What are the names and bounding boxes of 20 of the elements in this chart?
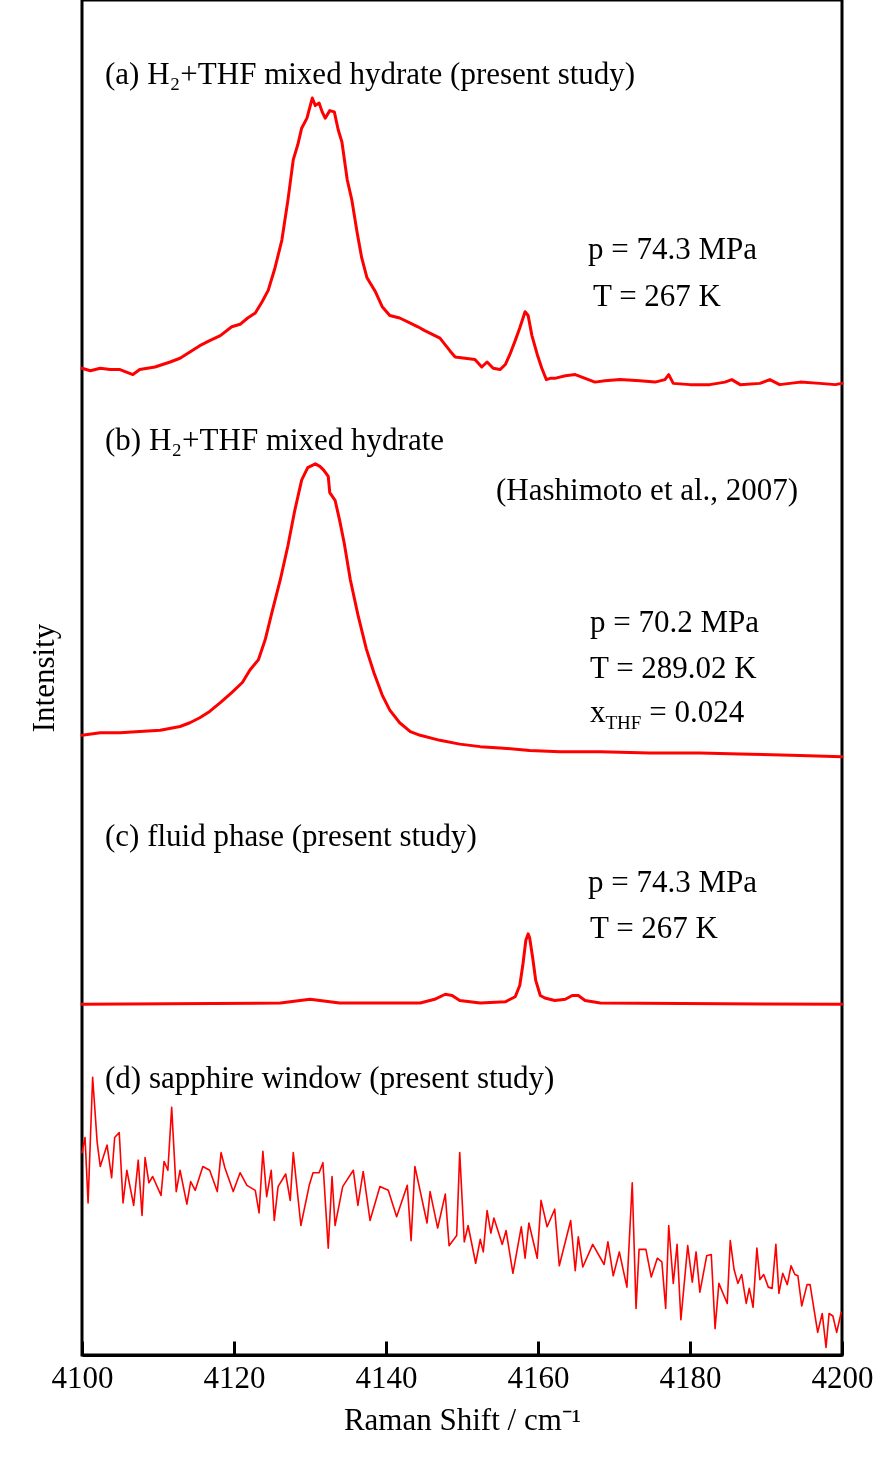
annotation: (d) sapphire window (present study) <box>105 1060 555 1095</box>
y-axis-title: Intensity <box>25 623 61 733</box>
x-tick-label: 4160 <box>507 1359 570 1395</box>
x-tick-label: 4140 <box>355 1359 418 1395</box>
x-tick-label: 4120 <box>203 1359 266 1395</box>
annotation: T = 289.02 K <box>590 650 757 685</box>
annotation: T = 267 K <box>593 278 721 313</box>
annotation: p = 70.2 MPa <box>590 604 760 639</box>
x-tick-label: 4100 <box>51 1359 114 1395</box>
annotation: (Hashimoto et al., 2007) <box>496 472 799 507</box>
annotation: (b) H₂+THF mixed hydrate <box>105 422 445 457</box>
x-axis-title: Raman Shift / cm⁻¹ <box>343 1401 582 1437</box>
x-tick-label: 4200 <box>811 1359 874 1395</box>
annotation: T = 267 K <box>590 910 718 945</box>
annotation: p = 74.3 MPa <box>588 231 758 266</box>
text: (a) H₂+THF mixed hydrate (present study) <box>105 56 636 91</box>
annotation: (c) fluid phase (present study) <box>105 818 477 853</box>
x-tick-label: 4180 <box>659 1359 722 1395</box>
annotation: p = 74.3 MPa <box>588 864 758 899</box>
annotation: x$_{THF}$ = 0.024 <box>590 694 745 734</box>
